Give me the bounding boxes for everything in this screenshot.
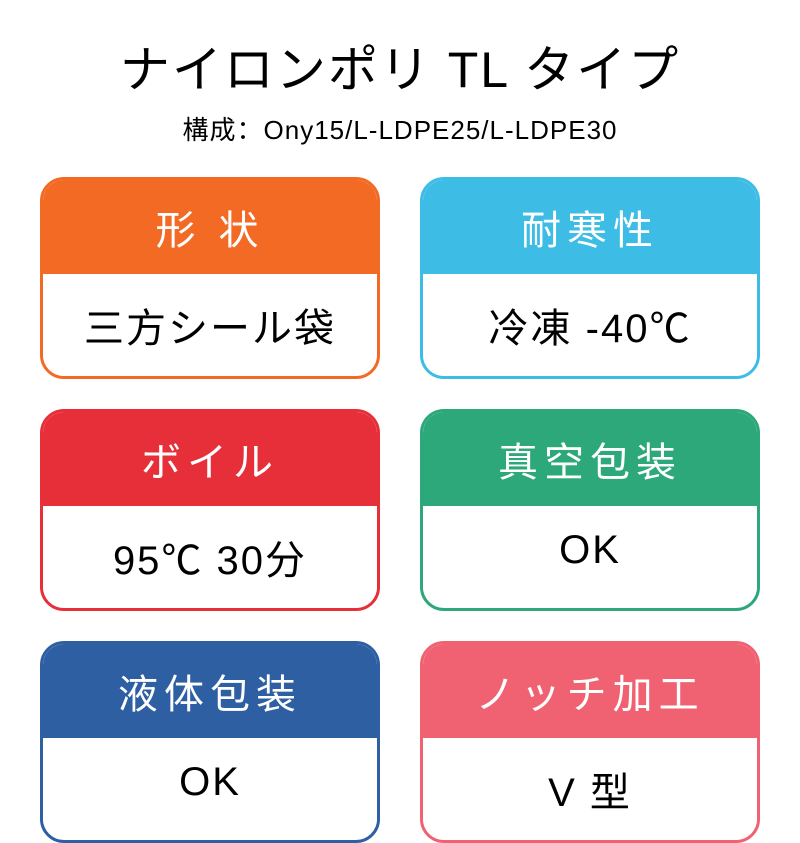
- spec-card-body: OK: [423, 506, 757, 595]
- spec-card-shape: 形 状 三方シール袋: [40, 177, 380, 379]
- spec-card-header: 真空包装: [423, 412, 757, 506]
- spec-card-header: 耐寒性: [423, 180, 757, 274]
- spec-card-body: 三方シール袋: [43, 274, 377, 376]
- spec-card-cold: 耐寒性 冷凍 -40℃: [420, 177, 760, 379]
- spec-card-header: 形 状: [43, 180, 377, 274]
- spec-card-header: 液体包装: [43, 644, 377, 738]
- spec-card-body: 95℃ 30分: [43, 506, 377, 608]
- spec-grid: 形 状 三方シール袋 耐寒性 冷凍 -40℃ ボイル 95℃ 30分 真空包装 …: [40, 177, 760, 843]
- spec-card-body: V 型: [423, 738, 757, 840]
- spec-card-body: OK: [43, 738, 377, 827]
- spec-card-header: ノッチ加工: [423, 644, 757, 738]
- spec-card-notch: ノッチ加工 V 型: [420, 641, 760, 843]
- spec-card-header: ボイル: [43, 412, 377, 506]
- spec-card-vacuum: 真空包装 OK: [420, 409, 760, 611]
- spec-card-boil: ボイル 95℃ 30分: [40, 409, 380, 611]
- spec-card-body: 冷凍 -40℃: [423, 274, 757, 376]
- page-subtitle: 構成：Ony15/L-LDPE25/L-LDPE30: [183, 110, 618, 147]
- spec-card-liquid: 液体包装 OK: [40, 641, 380, 843]
- page-title: ナイロンポリ TL タイプ: [120, 30, 680, 102]
